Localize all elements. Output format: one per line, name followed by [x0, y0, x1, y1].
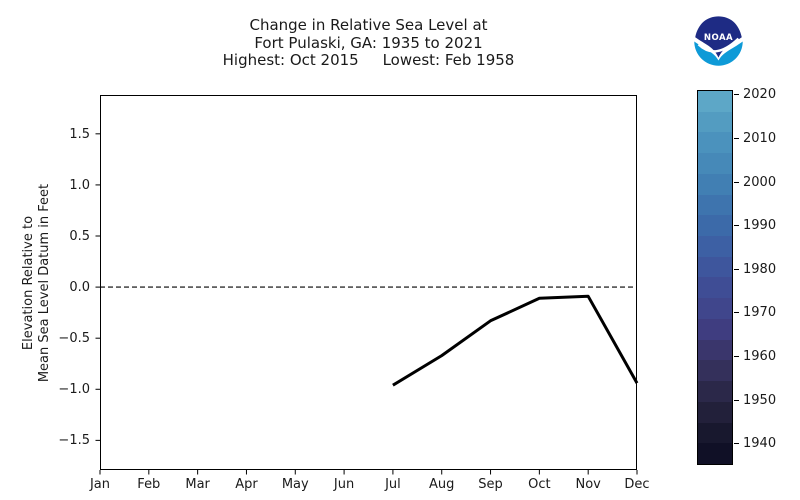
plot-area	[95, 95, 639, 475]
noaa-logo-gull-icon	[697, 37, 740, 53]
colorbar-tick-label: 1990	[743, 218, 777, 234]
chart-title-line3: Highest: Oct 2015 Lowest: Feb 1958	[222, 51, 515, 69]
x-tick-label: Apr	[235, 477, 258, 492]
colorbar-band	[698, 277, 732, 299]
noaa-logo-sky-shape	[695, 16, 742, 58]
colorbar-band	[698, 132, 732, 154]
x-tick-label: Sep	[478, 477, 503, 492]
x-tick-label: Jul	[385, 477, 401, 492]
year-colorbar	[697, 90, 733, 465]
colorbar-tick-mark	[734, 181, 739, 183]
colorbar-tick-mark	[734, 399, 739, 401]
x-tick-label: Dec	[624, 477, 650, 492]
colorbar-band	[698, 256, 732, 278]
colorbar-band	[698, 443, 732, 464]
colorbar-tick-label: 2020	[743, 87, 777, 103]
y-tick-label: −1.0	[58, 382, 90, 398]
x-tick-label: Jun	[333, 477, 355, 492]
colorbar-band	[698, 194, 732, 216]
colorbar-tick-mark	[734, 94, 739, 96]
colorbar-band	[698, 422, 732, 444]
colorbar-tick-mark	[734, 443, 739, 445]
colorbar-band	[698, 153, 732, 174]
x-tick-label: Nov	[575, 477, 601, 492]
y-axis-label-line1: Elevation Relative to	[21, 215, 36, 351]
chart-title: Change in Relative Sea Level at Fort Pul…	[100, 16, 637, 70]
x-tick-label: Oct	[528, 477, 551, 492]
chart-title-line2: Fort Pulaski, GA: 1935 to 2021	[254, 33, 483, 52]
noaa-logo-text: NOAA	[704, 33, 733, 43]
y-tick-label: 0.0	[69, 280, 90, 296]
colorbar-band	[698, 339, 732, 361]
x-tick-label: May	[281, 477, 309, 492]
noaa-logo-icon: NOAA	[692, 15, 745, 68]
colorbar-band	[698, 401, 732, 423]
colorbar-band	[698, 360, 732, 382]
colorbar-band	[698, 318, 732, 340]
chart-title-line1: Change in Relative Sea Level at	[249, 16, 488, 34]
y-tick-label: −1.5	[58, 433, 90, 449]
x-tick-label: Mar	[185, 477, 210, 492]
colorbar-tick-mark	[734, 355, 739, 357]
colorbar-tick-mark	[734, 312, 739, 314]
colorbar-band	[698, 111, 732, 133]
sea-level-line	[392, 294, 639, 387]
colorbar-tick-label: 1980	[743, 261, 777, 277]
colorbar-band	[698, 173, 732, 195]
colorbar-tick-mark	[734, 137, 739, 139]
colorbar-tick-label: 1940	[743, 436, 777, 452]
colorbar-band	[698, 298, 732, 319]
colorbar-tick-label: 2010	[743, 130, 777, 146]
y-tick-label: −0.5	[58, 331, 90, 347]
colorbar-tick-label: 1960	[743, 348, 777, 364]
colorbar-tick-mark	[734, 225, 739, 227]
x-tick-label: Jan	[89, 477, 111, 492]
y-tick-label: 1.0	[69, 177, 90, 193]
axis-tick-marks	[95, 133, 638, 475]
y-tick-label: 1.5	[69, 126, 90, 142]
colorbar-tick-label: 1950	[743, 392, 777, 408]
colorbar-tick-label: 1970	[743, 305, 777, 321]
colorbar-band	[698, 381, 732, 402]
noaa-logo-ocean-shape	[694, 41, 743, 66]
y-tick-label: 0.5	[69, 229, 90, 244]
plot-frame	[100, 95, 637, 470]
colorbar-band	[698, 236, 732, 257]
x-tick-label: Aug	[429, 477, 455, 492]
colorbar-tick-mark	[734, 268, 739, 270]
colorbar-band	[698, 91, 732, 112]
x-tick-label: Feb	[137, 477, 161, 492]
colorbar-band	[698, 215, 732, 237]
colorbar-tick-label: 2000	[743, 174, 777, 190]
